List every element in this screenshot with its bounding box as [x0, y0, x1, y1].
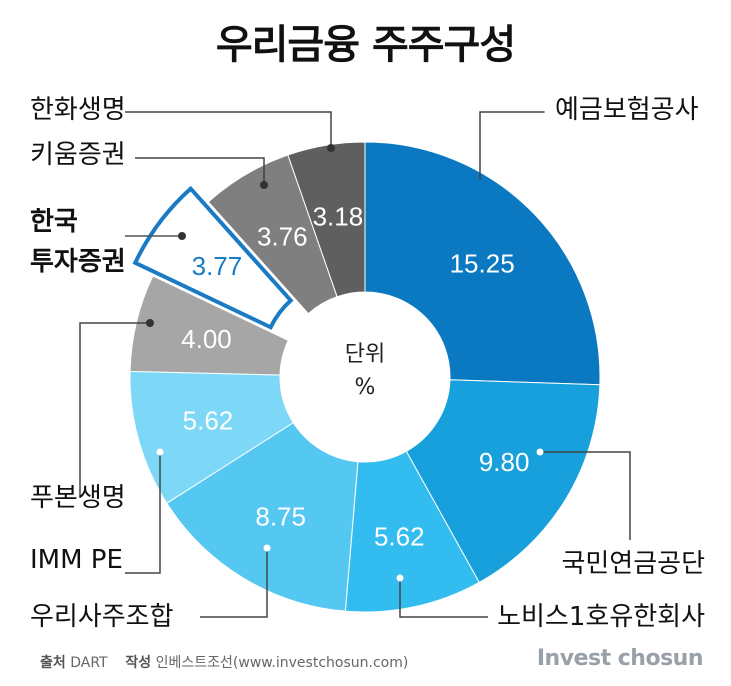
leader-dot-8 [327, 144, 335, 152]
name-label-4: 푸본생명 [30, 483, 126, 513]
leader-dot-4 [156, 448, 164, 456]
footer-source: 출처 DART 작성 인베스트조선(www.investchosun.com) [40, 652, 408, 672]
name-label-3: 우리사주조합 [30, 602, 174, 632]
brand-logo: Invest chosun [536, 646, 704, 671]
leader-line-2 [399, 578, 488, 618]
author-label: 작성 [125, 655, 152, 671]
source-value: DART [70, 655, 108, 671]
name-label-1: 국민연금공단 [561, 549, 705, 579]
leader-line-8 [125, 111, 332, 148]
leader-line-0 [479, 111, 548, 180]
leader-dot-6 [178, 232, 186, 240]
center-unit-label: 단위 [345, 342, 385, 367]
author-value: 인베스트조선(www.investchosun.com) [155, 655, 409, 671]
leader-dot-5 [146, 319, 154, 327]
value-label-2: 5.62 [374, 521, 425, 551]
name-label-8: 한화생명 [30, 95, 126, 125]
donut-hole [280, 292, 450, 462]
value-label-8: 3.18 [313, 201, 364, 231]
leader-line-5 [79, 322, 150, 498]
leader-dot-3 [263, 544, 271, 552]
page-title: 우리금융 주주구성 [215, 22, 516, 68]
value-label-4: 5.62 [183, 406, 234, 436]
source-label: 출처 [40, 655, 66, 671]
leader-line-7 [135, 157, 265, 185]
value-label-0: 15.25 [450, 249, 515, 279]
name-label-line-0: 한국 [30, 207, 78, 237]
slice-6 [132, 185, 294, 330]
center-unit-symbol: % [355, 375, 376, 400]
name-label-0: 예금보험공사 [555, 95, 699, 125]
value-label-7: 3.76 [257, 222, 308, 252]
leader-dot-2 [396, 574, 404, 582]
leader-line-4 [125, 452, 161, 574]
leader-line-1 [540, 451, 631, 540]
name-label-7: 키움증권 [30, 140, 126, 170]
name-label-2: 노비스1호유한회사 [497, 602, 705, 632]
value-label-6: 3.77 [192, 251, 243, 281]
leader-dot-1 [536, 448, 544, 456]
value-label-5: 4.00 [181, 324, 232, 354]
value-label-3: 8.75 [255, 501, 306, 531]
value-label-1: 9.80 [479, 447, 530, 477]
leader-dot-7 [260, 181, 268, 189]
leader-dot-0 [544, 108, 552, 116]
leader-line-3 [200, 548, 268, 618]
name-label-5: IMM PE [30, 545, 123, 575]
name-label-line-1: 투자증권 [30, 247, 126, 277]
